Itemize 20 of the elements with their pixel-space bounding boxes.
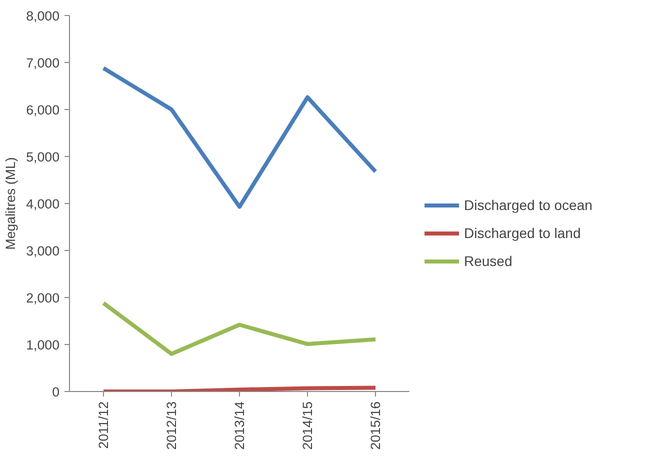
line-series xyxy=(102,301,378,356)
y-tick-label: 3,000 xyxy=(26,244,60,258)
y-tick-label: 2,000 xyxy=(26,290,60,306)
y-tick-label: 4,000 xyxy=(26,196,60,212)
legend-label: Reused xyxy=(464,253,512,269)
y-tick-label: 6,000 xyxy=(26,102,60,118)
y-tick-label: 8,000 xyxy=(26,8,60,24)
x-tick-label: 2011/12 xyxy=(96,401,111,449)
x-tick-label: 2014/15 xyxy=(300,401,315,450)
y-tick-label: 5,000 xyxy=(26,150,60,164)
legend-label: Discharged to ocean xyxy=(464,197,592,213)
x-tick-label: 2013/14 xyxy=(232,400,247,450)
y-tick-label: 0 xyxy=(52,384,60,400)
x-tick-label: 2012/13 xyxy=(164,401,179,450)
y-axis-title: Megalitres (ML) xyxy=(3,157,18,250)
legend-label: Discharged to land xyxy=(464,225,581,241)
line-series xyxy=(102,66,378,209)
y-tick-label: 1,000 xyxy=(26,338,60,352)
y-tick-label: 7,000 xyxy=(26,56,60,70)
x-tick-label: 2015/16 xyxy=(368,401,383,450)
